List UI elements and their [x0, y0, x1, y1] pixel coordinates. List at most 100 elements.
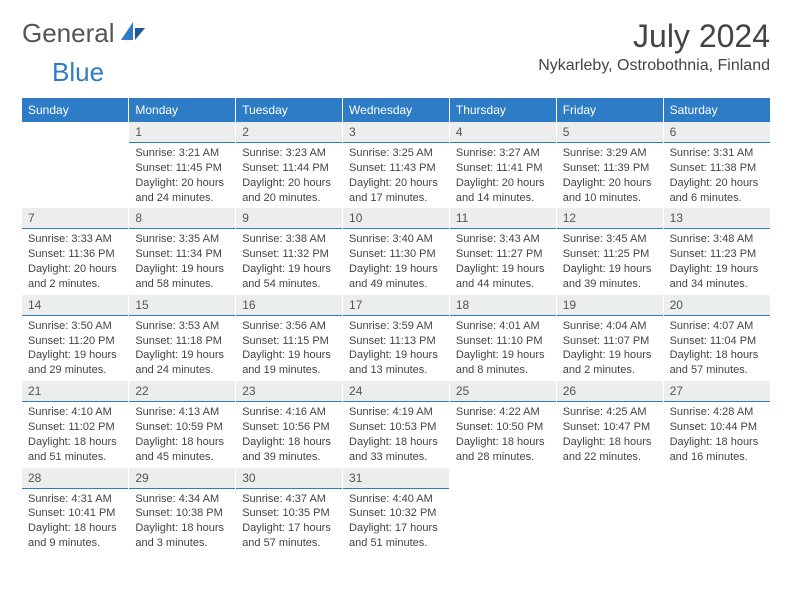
day-number: 26: [557, 381, 663, 402]
calendar-cell: 2Sunrise: 3:23 AMSunset: 11:44 PMDayligh…: [236, 122, 343, 208]
daylight-line: Daylight: 19 hours and 44 minutes.: [456, 262, 550, 292]
daylight-line: Daylight: 19 hours and 39 minutes.: [563, 262, 657, 292]
calendar-cell: 31Sunrise: 4:40 AMSunset: 10:32 PMDaylig…: [343, 468, 450, 554]
day-number: 4: [450, 122, 556, 143]
day-number: 12: [557, 208, 663, 229]
day-data: Sunrise: 3:50 AMSunset: 11:20 PMDaylight…: [22, 316, 128, 381]
day-number: 14: [22, 295, 128, 316]
daylight-line: Daylight: 17 hours and 57 minutes.: [242, 521, 336, 551]
logo: General: [22, 18, 149, 49]
sunrise-line: Sunrise: 3:59 AM: [349, 319, 443, 334]
sunset-line: Sunset: 10:35 PM: [242, 506, 336, 521]
sunset-line: Sunset: 10:32 PM: [349, 506, 443, 521]
calendar-row: 28Sunrise: 4:31 AMSunset: 10:41 PMDaylig…: [22, 468, 770, 554]
sunrise-line: Sunrise: 3:38 AM: [242, 232, 336, 247]
daylight-line: Daylight: 19 hours and 24 minutes.: [135, 348, 229, 378]
day-data: Sunrise: 4:34 AMSunset: 10:38 PMDaylight…: [129, 489, 235, 554]
sunset-line: Sunset: 11:45 PM: [135, 161, 229, 176]
day-data: Sunrise: 3:48 AMSunset: 11:23 PMDaylight…: [664, 229, 770, 294]
day-number: 28: [22, 468, 128, 489]
day-number: 23: [236, 381, 342, 402]
calendar-table: SundayMondayTuesdayWednesdayThursdayFrid…: [22, 98, 770, 554]
daylight-line: Daylight: 17 hours and 51 minutes.: [349, 521, 443, 551]
sunset-line: Sunset: 11:02 PM: [28, 420, 122, 435]
daylight-line: Daylight: 18 hours and 39 minutes.: [242, 435, 336, 465]
sunrise-line: Sunrise: 3:45 AM: [563, 232, 657, 247]
sunrise-line: Sunrise: 3:27 AM: [456, 146, 550, 161]
daylight-line: Daylight: 19 hours and 13 minutes.: [349, 348, 443, 378]
day-number: 15: [129, 295, 235, 316]
sunrise-line: Sunrise: 3:56 AM: [242, 319, 336, 334]
sunset-line: Sunset: 11:27 PM: [456, 247, 550, 262]
day-data: Sunrise: 3:43 AMSunset: 11:27 PMDaylight…: [450, 229, 556, 294]
calendar-cell: 17Sunrise: 3:59 AMSunset: 11:13 PMDaylig…: [343, 295, 450, 381]
day-number: 11: [450, 208, 556, 229]
calendar-row: 21Sunrise: 4:10 AMSunset: 11:02 PMDaylig…: [22, 381, 770, 467]
sunrise-line: Sunrise: 3:21 AM: [135, 146, 229, 161]
calendar-cell-empty: [663, 468, 770, 554]
sunrise-line: Sunrise: 4:28 AM: [670, 405, 764, 420]
day-number: 19: [557, 295, 663, 316]
calendar-row: 1 Sunrise: 3:21 AMSunset: 11:45 PM Dayligh…: [22, 122, 770, 208]
sunset-line: Sunset: 11:23 PM: [670, 247, 764, 262]
calendar-cell: 21Sunrise: 4:10 AMSunset: 11:02 PMDaylig…: [22, 381, 129, 467]
calendar-cell: 14Sunrise: 3:50 AMSunset: 11:20 PMDaylig…: [22, 295, 129, 381]
sunset-line: Sunset: 11:04 PM: [670, 334, 764, 349]
daylight-line: Daylight: 18 hours and 45 minutes.: [135, 435, 229, 465]
day-data: Sunrise: 3:56 AMSunset: 11:15 PMDaylight…: [236, 316, 342, 381]
calendar-cell: 28Sunrise: 4:31 AMSunset: 10:41 PMDaylig…: [22, 468, 129, 554]
logo-sail-icon: [119, 20, 147, 47]
daylight-line: Daylight: 18 hours and 33 minutes.: [349, 435, 443, 465]
daylight-line: Daylight: 18 hours and 9 minutes.: [28, 521, 122, 551]
calendar-cell: 9Sunrise: 3:38 AMSunset: 11:32 PMDayligh…: [236, 208, 343, 294]
daylight-line: Daylight: 19 hours and 29 minutes.: [28, 348, 122, 378]
day-data: Sunrise: 3:25 AMSunset: 11:43 PMDaylight…: [343, 143, 449, 208]
sunset-line: Sunset: 11:41 PM: [456, 161, 550, 176]
weekday-header: Thursday: [449, 98, 556, 122]
sunset-line: Sunset: 11:25 PM: [563, 247, 657, 262]
calendar-cell: 8Sunrise: 3:35 AMSunset: 11:34 PMDayligh…: [129, 208, 236, 294]
weekday-header: Sunday: [22, 98, 129, 122]
sunset-line: Sunset: 10:53 PM: [349, 420, 443, 435]
day-number: 29: [129, 468, 235, 489]
calendar-cell: 16Sunrise: 3:56 AMSunset: 11:15 PMDaylig…: [236, 295, 343, 381]
month-title: July 2024: [538, 18, 770, 55]
calendar-cell: 10Sunrise: 3:40 AMSunset: 11:30 PMDaylig…: [343, 208, 450, 294]
logo-text-blue: Blue: [52, 57, 104, 87]
day-number: 1: [129, 122, 235, 143]
calendar-cell: 12Sunrise: 3:45 AMSunset: 11:25 PMDaylig…: [556, 208, 663, 294]
daylight-line: Daylight: 20 hours and 10 minutes.: [563, 176, 657, 206]
day-data: Sunrise: 3:38 AMSunset: 11:32 PMDaylight…: [236, 229, 342, 294]
day-data: Sunrise: 3:45 AMSunset: 11:25 PMDaylight…: [557, 229, 663, 294]
daylight-line: Daylight: 18 hours and 22 minutes.: [563, 435, 657, 465]
calendar-cell: 27Sunrise: 4:28 AMSunset: 10:44 PMDaylig…: [663, 381, 770, 467]
daylight-line: Daylight: 19 hours and 58 minutes.: [135, 262, 229, 292]
day-number: 27: [664, 381, 770, 402]
sunrise-line: Sunrise: 3:40 AM: [349, 232, 443, 247]
daylight-line: Daylight: 19 hours and 2 minutes.: [563, 348, 657, 378]
day-data: Sunrise: 4:19 AMSunset: 10:53 PMDaylight…: [343, 402, 449, 467]
daylight-line: Daylight: 20 hours and 14 minutes.: [456, 176, 550, 206]
daylight-line: Daylight: 19 hours and 8 minutes.: [456, 348, 550, 378]
sunset-line: Sunset: 10:50 PM: [456, 420, 550, 435]
calendar-cell: 4 Sunrise: 3:27 AMSunset: 11:41 PMDayligh…: [449, 122, 556, 208]
day-number: 31: [343, 468, 449, 489]
calendar-cell: 19Sunrise: 4:04 AMSunset: 11:07 PMDaylig…: [556, 295, 663, 381]
sunrise-line: Sunrise: 3:53 AM: [135, 319, 229, 334]
day-data: Sunrise: 4:40 AMSunset: 10:32 PMDaylight…: [343, 489, 449, 554]
sunrise-line: Sunrise: 3:25 AM: [349, 146, 443, 161]
calendar-cell: 3Sunrise: 3:25 AMSunset: 11:43 PMDayligh…: [343, 122, 450, 208]
daylight-line: Daylight: 18 hours and 16 minutes.: [670, 435, 764, 465]
sunrise-line: Sunrise: 4:13 AM: [135, 405, 229, 420]
calendar-cell: 23Sunrise: 4:16 AMSunset: 10:56 PMDaylig…: [236, 381, 343, 467]
sunset-line: Sunset: 11:34 PM: [135, 247, 229, 262]
day-data: Sunrise: 3:33 AMSunset: 11:36 PMDaylight…: [22, 229, 128, 294]
day-number: 3: [343, 122, 449, 143]
day-data: Sunrise: 4:25 AMSunset: 10:47 PMDaylight…: [557, 402, 663, 467]
calendar-body: 1 Sunrise: 3:21 AMSunset: 11:45 PM Dayligh…: [22, 122, 770, 554]
day-number: 21: [22, 381, 128, 402]
calendar-cell: 25Sunrise: 4:22 AMSunset: 10:50 PMDaylig…: [449, 381, 556, 467]
day-data: Sunrise: 3:53 AMSunset: 11:18 PMDaylight…: [129, 316, 235, 381]
sunset-line: Sunset: 11:39 PM: [563, 161, 657, 176]
calendar-cell: 20Sunrise: 4:07 AMSunset: 11:04 PMDaylig…: [663, 295, 770, 381]
